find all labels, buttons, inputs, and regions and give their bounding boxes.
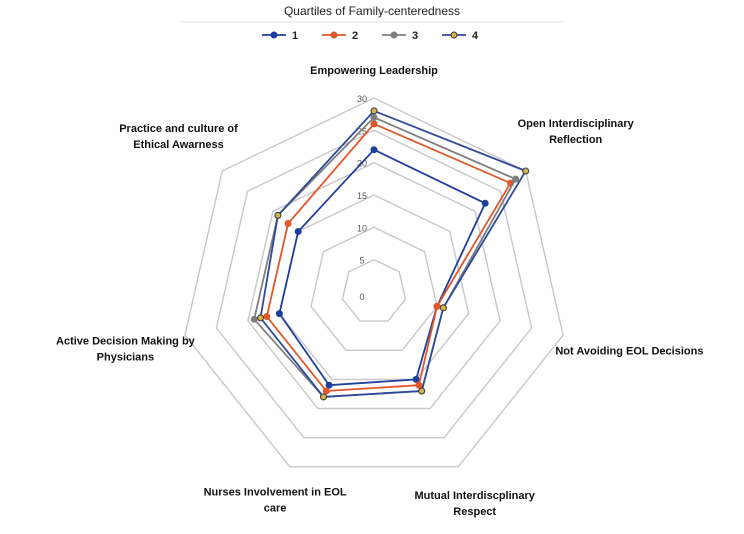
legend-item: 4 (442, 30, 479, 42)
axis-label: Open Interdisciplinary (518, 118, 635, 130)
grid-ring (215, 129, 533, 439)
data-point (481, 199, 489, 207)
tick-label: 30 (357, 94, 367, 104)
axis-label: Ethical Awarness (133, 139, 224, 151)
data-point (439, 304, 447, 312)
axis-label: Physicians (97, 352, 154, 364)
data-point (522, 167, 530, 175)
data-point (320, 393, 327, 401)
tick-label: 25 (357, 126, 367, 136)
series-line (265, 122, 512, 392)
data-point (325, 381, 333, 389)
axis-label: Nurses Involvement in EOL (204, 486, 347, 498)
axis-label: Mutual Interdiscplinary (414, 490, 535, 502)
data-point (275, 310, 283, 318)
data-point (274, 211, 282, 219)
chart-title: Quartiles of Family-centeredness (284, 4, 460, 18)
axis-labels: Empowering Leadership Open Interdisciplin… (56, 65, 703, 518)
data-series (250, 107, 530, 401)
series-line (253, 116, 517, 398)
legend-item: 2 (322, 30, 358, 42)
data-point (263, 313, 271, 320)
axis-label: Not Avoiding EOL Decisions (555, 345, 703, 357)
legend-item: 1 (262, 30, 298, 42)
tick-label: 5 (359, 256, 364, 266)
data-point (412, 375, 420, 383)
axis-label: Respect (453, 506, 496, 518)
legend-label: 4 (472, 30, 479, 42)
legend-marker (390, 31, 398, 39)
tick-label: 0 (359, 292, 364, 302)
series-4 (257, 107, 530, 401)
grid-ring (184, 97, 564, 468)
series-2 (263, 120, 514, 395)
axis-label: Reflection (549, 134, 602, 146)
grid-ring (278, 194, 470, 381)
tick-label: 10 (357, 223, 367, 233)
grid-ring (341, 258, 407, 322)
data-point (294, 228, 302, 235)
legend-marker (270, 31, 278, 39)
series-line (259, 109, 528, 398)
data-point (418, 387, 426, 395)
legend-marker (450, 31, 458, 39)
data-point (433, 302, 441, 310)
legend-label: 1 (292, 30, 298, 42)
axis-label: Active Decision Making by (56, 336, 196, 348)
data-point (322, 387, 330, 395)
legend-item: 3 (382, 30, 418, 42)
axis-label: Empowering Leadership (310, 65, 438, 77)
legend-label: 2 (352, 30, 358, 42)
tick-label: 15 (357, 191, 367, 201)
legend: 1 2 3 4 (262, 30, 479, 42)
axis-label: care (264, 502, 287, 514)
data-point (415, 381, 423, 389)
data-point (370, 113, 378, 121)
data-point (370, 107, 378, 115)
data-point (257, 314, 264, 322)
axis-label: Practice and culture of (119, 123, 238, 135)
legend-label: 3 (412, 30, 418, 42)
series-line (278, 148, 487, 387)
data-point (370, 120, 378, 128)
data-point (284, 220, 292, 227)
legend-marker (330, 31, 338, 39)
data-point (370, 146, 378, 154)
grid-ring (247, 161, 501, 410)
data-point (250, 315, 258, 323)
radar-grid (184, 97, 564, 468)
grid-ring (310, 226, 438, 351)
data-point (512, 175, 520, 183)
